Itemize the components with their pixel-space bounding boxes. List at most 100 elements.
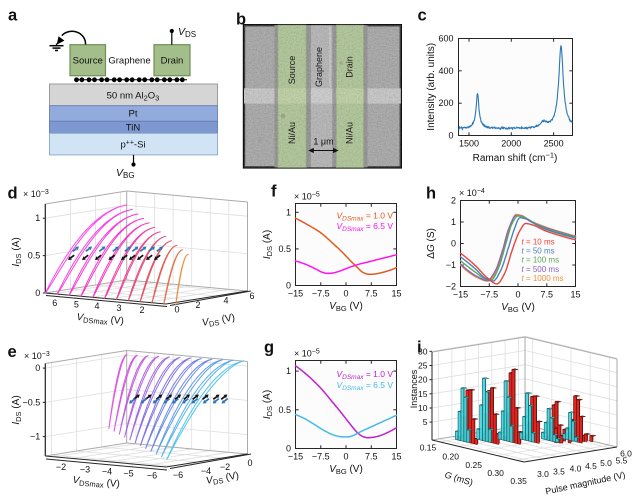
svg-text:3.5: 3.5 <box>553 467 565 477</box>
svg-text:0: 0 <box>448 131 453 141</box>
svg-text:50 nm Al2O3: 50 nm Al2O3 <box>107 91 160 103</box>
svg-text:400: 400 <box>438 66 453 76</box>
svg-text:15: 15 <box>391 452 401 462</box>
svg-text:7.5: 7.5 <box>541 290 554 300</box>
svg-text:VDS (V): VDS (V) <box>201 312 236 330</box>
svg-text:IDS (A): IDS (A) <box>11 395 23 424</box>
svg-text:VDS: VDS <box>178 26 196 39</box>
svg-text:−2: −2 <box>446 282 456 292</box>
svg-text:Source: Source <box>73 56 103 67</box>
svg-text:g: g <box>264 339 274 357</box>
svg-text:−2: −2 <box>56 462 66 472</box>
svg-text:t = 1000 ms: t = 1000 ms <box>522 274 564 283</box>
svg-text:0: 0 <box>515 290 520 300</box>
svg-text:5.0: 5.0 <box>600 458 612 468</box>
svg-text:−3: −3 <box>80 465 90 475</box>
svg-text:15: 15 <box>418 389 428 399</box>
svg-text:5: 5 <box>74 300 79 310</box>
svg-text:t = 10 ms: t = 10 ms <box>522 237 555 246</box>
svg-text:4: 4 <box>223 296 228 306</box>
svg-text:a: a <box>8 7 18 25</box>
svg-text:VDS (V): VDS (V) <box>205 470 240 488</box>
svg-text:Ni/Au: Ni/Au <box>287 122 297 144</box>
svg-text:Ni/Au: Ni/Au <box>345 122 355 144</box>
svg-text:VDSmax = 1.0 V: VDSmax = 1.0 V <box>336 211 393 223</box>
svg-text:−15: −15 <box>288 289 303 299</box>
svg-text:VBG (V): VBG (V) <box>329 464 363 476</box>
svg-text:0: 0 <box>35 288 40 298</box>
svg-text:Intensity (arb. units): Intensity (arb. units) <box>426 43 437 131</box>
svg-text:× 10−5: × 10−5 <box>294 191 320 201</box>
svg-text:1: 1 <box>35 213 40 223</box>
svg-text:VDSmax (V): VDSmax (V) <box>72 475 120 491</box>
svg-text:1: 1 <box>451 217 456 227</box>
svg-text:Drain: Drain <box>345 56 355 78</box>
svg-text:30: 30 <box>418 346 428 356</box>
svg-text:Instances: Instances <box>409 369 419 408</box>
svg-text:−1: −1 <box>30 432 40 442</box>
svg-text:0.5: 0.5 <box>278 405 291 415</box>
svg-text:Drain: Drain <box>161 56 184 67</box>
svg-text:0.35: 0.35 <box>510 476 527 486</box>
svg-text:VBG: VBG <box>116 167 135 180</box>
svg-text:0.5: 0.5 <box>278 244 291 254</box>
svg-text:× 10−4: × 10−4 <box>459 188 485 198</box>
svg-text:−0.5: −0.5 <box>23 397 41 407</box>
svg-text:6.0: 6.0 <box>620 449 632 459</box>
svg-text:0: 0 <box>174 305 179 315</box>
svg-text:3: 3 <box>116 303 121 313</box>
svg-text:Raman shift (cm−1): Raman shift (cm−1) <box>473 151 558 165</box>
svg-text:f: f <box>271 183 277 201</box>
svg-text:VDSmax = 6.5 V: VDSmax = 6.5 V <box>336 221 393 233</box>
svg-text:h: h <box>426 185 436 203</box>
svg-text:0.30: 0.30 <box>487 468 504 478</box>
svg-text:Graphene: Graphene <box>108 56 150 67</box>
svg-text:IDS (A): IDS (A) <box>262 230 274 259</box>
svg-text:6: 6 <box>249 291 254 301</box>
svg-text:VBG (V): VBG (V) <box>501 302 535 314</box>
svg-text:0: 0 <box>286 281 291 291</box>
svg-text:VDSmax = 6.5 V: VDSmax = 6.5 V <box>336 380 393 392</box>
svg-text:15: 15 <box>570 290 580 300</box>
svg-text:p++-Si: p++-Si <box>120 140 145 151</box>
svg-text:d: d <box>8 185 18 203</box>
svg-text:Source: Source <box>287 56 297 85</box>
svg-text:c: c <box>418 7 427 25</box>
svg-text:0: 0 <box>451 239 456 249</box>
svg-text:e: e <box>8 343 17 361</box>
svg-text:× 10−3: × 10−3 <box>24 351 50 361</box>
svg-text:4.0: 4.0 <box>570 464 582 474</box>
svg-text:−6: −6 <box>147 471 157 481</box>
svg-text:4.5: 4.5 <box>585 461 597 471</box>
svg-text:−1: −1 <box>446 260 456 270</box>
svg-text:4: 4 <box>94 301 99 311</box>
svg-text:0: 0 <box>286 444 291 454</box>
svg-text:ΔG (S): ΔG (S) <box>426 228 437 259</box>
svg-text:TiN: TiN <box>126 123 141 134</box>
svg-text:−7.5: −7.5 <box>312 289 330 299</box>
svg-text:200: 200 <box>438 98 453 108</box>
svg-text:Pt: Pt <box>129 109 138 120</box>
svg-text:−6: −6 <box>173 470 183 480</box>
svg-text:0: 0 <box>343 452 348 462</box>
svg-text:10: 10 <box>418 403 428 413</box>
svg-text:1 μm: 1 μm <box>313 137 333 147</box>
svg-text:0.5: 0.5 <box>28 251 41 261</box>
svg-text:IDS (A): IDS (A) <box>262 390 274 419</box>
svg-text:0: 0 <box>247 458 252 468</box>
svg-text:2000: 2000 <box>501 139 521 149</box>
svg-text:VBG (V): VBG (V) <box>329 301 363 313</box>
svg-text:25: 25 <box>418 361 428 371</box>
svg-text:IDS (A): IDS (A) <box>11 237 23 266</box>
svg-text:2: 2 <box>451 196 456 206</box>
svg-text:−7.5: −7.5 <box>480 290 498 300</box>
svg-text:VDSmax = 1.0 V: VDSmax = 1.0 V <box>336 369 393 381</box>
svg-text:0.20: 0.20 <box>442 452 459 462</box>
svg-text:−4: −4 <box>102 467 112 477</box>
svg-text:3.0: 3.0 <box>537 469 549 479</box>
svg-text:1: 1 <box>286 366 291 376</box>
svg-text:5.5: 5.5 <box>616 456 628 466</box>
svg-text:−7.5: −7.5 <box>312 452 330 462</box>
svg-text:0.15: 0.15 <box>420 443 437 453</box>
svg-text:t = 100 ms: t = 100 ms <box>522 256 560 265</box>
